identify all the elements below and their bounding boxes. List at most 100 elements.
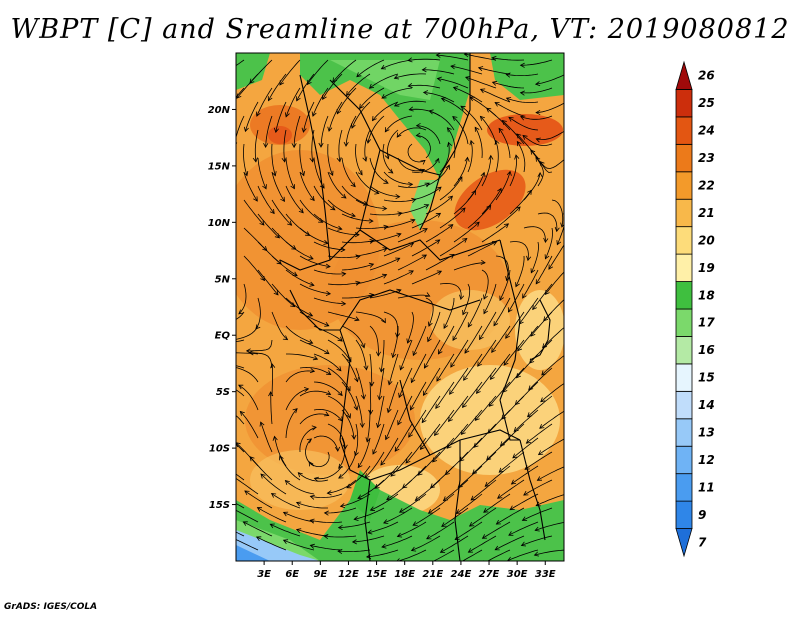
streamline (512, 437, 539, 459)
streamline (256, 87, 273, 117)
lon-tick-label: 3E (257, 569, 271, 580)
streamline-arrow (474, 126, 480, 132)
streamline-arrow (396, 532, 403, 538)
streamline (468, 535, 497, 553)
streamline (270, 523, 301, 537)
streamline-arrow (464, 348, 470, 354)
streamline (279, 59, 301, 86)
streamline-arrow (491, 80, 498, 86)
streamline-arrow (534, 526, 540, 532)
streamline-arrow (527, 189, 532, 195)
streamline (243, 521, 273, 537)
streamline (450, 339, 469, 368)
streamline (383, 311, 398, 338)
streamline (357, 479, 385, 499)
streamline (327, 395, 351, 419)
streamline-arrow (503, 223, 510, 229)
streamline (341, 263, 374, 271)
streamline-arrow (226, 351, 230, 355)
streamline (498, 451, 525, 473)
streamline (399, 493, 427, 513)
streamline-arrow (419, 444, 425, 450)
streamline-arrow (516, 140, 522, 147)
streamline-arrow (313, 476, 320, 482)
streamline-arrow (540, 397, 546, 403)
streamline-arrow (346, 357, 352, 363)
streamline (449, 367, 469, 395)
streamline (470, 479, 497, 501)
streamline-arrow (491, 347, 496, 353)
streamline-arrow (437, 349, 443, 355)
streamline-arrow (326, 370, 332, 375)
streamline-arrow (424, 363, 429, 369)
streamline (236, 115, 245, 140)
streamline-arrow (395, 257, 401, 263)
streamline (530, 241, 539, 273)
streamline (460, 409, 483, 435)
streamline (505, 311, 525, 339)
streamline-arrow (284, 112, 290, 118)
streamline (483, 283, 497, 314)
streamline-arrow (422, 228, 428, 233)
streamline (324, 535, 357, 538)
streamline-arrow (459, 294, 465, 301)
streamline (448, 395, 469, 422)
streamline-arrow (497, 187, 502, 194)
streamline-arrow (479, 115, 485, 121)
lat-tick-label: 10N (208, 218, 231, 229)
streamline (236, 73, 259, 99)
streamline-arrow (462, 238, 468, 243)
streamline (527, 395, 553, 418)
streamline (285, 408, 298, 439)
streamline-arrow (213, 360, 217, 364)
streamline (299, 199, 323, 223)
streamline-arrow (295, 501, 302, 507)
latitude-axis: 20N 15N 10N 5N EQ 5S 10S 15S (208, 105, 236, 511)
streamline-arrow (270, 363, 276, 369)
streamline (245, 101, 259, 132)
streamline (440, 535, 469, 553)
streamline (397, 182, 430, 189)
streamline-arrow (354, 377, 359, 383)
streamline (275, 101, 287, 133)
streamline-arrow (410, 218, 416, 224)
streamline (481, 155, 492, 187)
streamline (285, 157, 295, 189)
streamline (366, 410, 371, 442)
lon-tick-label: 12E (338, 569, 359, 580)
streamline (255, 297, 261, 330)
streamline-arrow (520, 541, 527, 547)
streamline-arrow (508, 531, 514, 536)
colorbar-swatch (675, 116, 693, 145)
streamline (408, 409, 427, 438)
streamline (519, 297, 539, 325)
streamline (383, 270, 414, 285)
streamline-arrow (440, 97, 447, 103)
streamline-arrow (426, 534, 432, 540)
streamline-arrow (268, 391, 274, 397)
streamline-arrow (380, 460, 386, 466)
streamline-arrow (521, 516, 528, 521)
streamline (285, 388, 309, 411)
streamline (484, 465, 511, 487)
streamline (486, 437, 511, 461)
streamline (483, 493, 511, 513)
streamline-arrow (351, 539, 357, 545)
streamline-arrow (407, 82, 413, 88)
streamline (452, 311, 469, 341)
streamline (338, 451, 357, 479)
streamline (388, 353, 399, 385)
streamline-arrow (417, 470, 423, 476)
streamline (327, 479, 357, 494)
streamline-arrow (408, 106, 414, 112)
streamline-arrow (269, 208, 275, 215)
streamline (426, 521, 455, 540)
streamline (522, 269, 539, 299)
streamline (355, 171, 379, 194)
streamline-arrow (427, 321, 433, 327)
lat-tick-label: 5S (216, 387, 230, 398)
streamline-arrow (382, 205, 388, 212)
streamline-arrow (498, 467, 504, 473)
streamline (390, 451, 413, 477)
streamline (243, 143, 248, 176)
